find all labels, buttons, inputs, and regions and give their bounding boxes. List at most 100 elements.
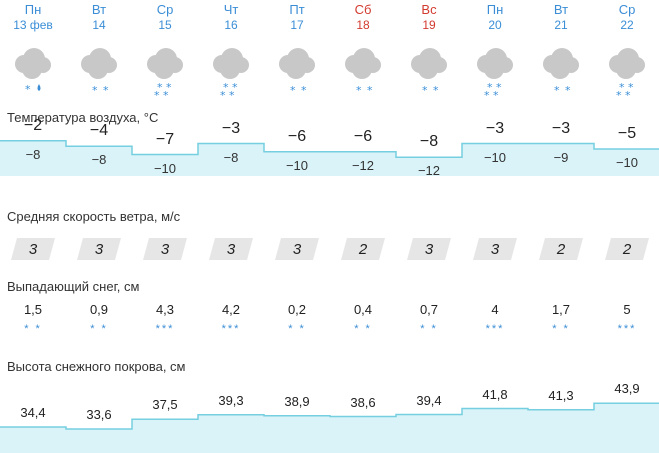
day-date: 21 [554,18,568,32]
wind-badge-bg [209,238,253,260]
day-header[interactable]: Вт 21 [528,0,594,32]
snowflake-icon: * [229,89,235,98]
wind-title: Средняя скорость ветра, м/с [7,209,181,224]
temperature-min-value: −12 [351,157,375,173]
snowflake-icon: * [484,89,490,98]
snowflake-icon: * [496,81,502,94]
cloud-snow-icon: * * [543,48,579,97]
day-header[interactable]: Ср 22 [594,0,659,32]
snow-cover-value: 38,9 [284,393,310,409]
snowflake-icon: * * [354,323,372,335]
snowflake-icon: * [166,81,172,94]
snowflake-icon: * [616,89,622,98]
day-date: 18 [356,18,370,32]
snowflake-icon: * [25,83,31,96]
wind-badge: 2 [341,238,385,260]
day-header[interactable]: Вс 19 [396,0,462,32]
snowflake-icon: *** [221,323,241,335]
day-header[interactable]: Пт 17 [264,0,330,32]
wind-badge-bg [407,238,451,260]
snow-cover-chart [0,402,659,453]
snowflake-icon: * [163,89,169,98]
snowflake-icon: * [232,81,238,94]
wind-value: 2 [556,241,566,258]
snowflake-icon: * [628,81,634,94]
snowflake-icon: * [301,84,307,97]
day-header[interactable]: Пн 13 фев [0,0,66,32]
day-date: 15 [158,18,172,32]
snowflake-icon: * [356,84,362,97]
snowflake-icon: * [154,89,160,98]
day-header[interactable]: Сб 18 [330,0,396,32]
cloud-snow-icon: * * [345,48,381,97]
wind-badge-bg [605,238,649,260]
snow-cover-line [0,402,659,430]
wind-value: 3 [424,241,434,258]
day-date: 13 фев [13,18,53,32]
wind-badge: 3 [143,238,187,260]
day-date: 17 [290,18,304,32]
day-date: 20 [488,18,502,32]
day-name: Вс [421,2,437,17]
snow-cover-area [0,403,659,453]
wind-value: 3 [160,241,170,258]
day-date: 19 [422,18,436,32]
wind-badge: 3 [275,238,319,260]
snowfall-value: 4,2 [221,302,241,317]
day-name: Ср [156,2,174,17]
day-name: Вт [553,2,569,17]
snowflake-icon: * * [552,323,570,335]
snow-cover-title: Высота снежного покрова, см [7,359,186,374]
day-header[interactable]: Чт 16 [198,0,264,32]
wind-badge: 2 [539,238,583,260]
snowfall-value: 5 [623,302,631,317]
temperature-max-value: −6 [353,127,373,145]
snow-cover-value: 38,6 [350,394,376,410]
snowfall-value: 4,3 [155,302,175,317]
temperature-min-value: −9 [553,149,569,165]
snowfall-value: 0,2 [287,302,307,317]
temperature-max-value: −2 [23,116,43,134]
temperature-chart [0,140,659,176]
snowflake-icon: * * [420,323,438,335]
snowflake-icon: *** [485,323,505,335]
snowflake-icon: * [290,84,296,97]
wind-value: 3 [292,241,302,258]
temperature-min-value: −10 [153,160,177,176]
cloud-snow-icon: * ** * [609,48,645,98]
temperature-min-value: −8 [25,146,41,162]
snowflake-icon: * [433,84,439,97]
wind-badge: 3 [11,238,55,260]
day-header[interactable]: Вт 14 [66,0,132,32]
raindrop-icon [37,84,41,91]
day-header[interactable]: Ср 15 [132,0,198,32]
day-header[interactable]: Пн 20 [462,0,528,32]
cloud-snow-icon: * [15,48,51,96]
snow-cover-value: 33,6 [86,407,112,422]
snowfall-value: 0,7 [419,302,439,317]
snowflake-icon: * [92,84,98,97]
wind-badge-bg [539,238,583,260]
day-date: 22 [620,18,634,32]
snowfall-value: 4 [491,302,499,317]
day-date: 16 [224,18,238,32]
snowflake-icon: * [220,89,226,98]
snow-cover-value: 41,3 [548,387,574,403]
snowfall-value: 0,4 [353,302,373,317]
wind-value: 3 [28,241,38,258]
snowflake-icon: *** [617,323,637,335]
cloud-snow-icon: * ** * [213,48,249,98]
day-name: Пн [24,2,42,17]
snowflake-icon: * * [24,323,42,335]
temperature-min-value: −10 [285,157,309,173]
wind-badge-bg [275,238,319,260]
wind-value: 3 [94,241,104,258]
temperature-max-value: −6 [287,127,307,145]
snow-cover-value: 41,8 [482,386,508,402]
temperature-min-value: −8 [91,152,107,168]
wind-value: 3 [226,241,236,258]
snowflake-icon: * [625,89,631,98]
wind-badge-bg [143,238,187,260]
snowflake-icon: * [487,81,493,94]
day-name: Ср [618,2,636,17]
